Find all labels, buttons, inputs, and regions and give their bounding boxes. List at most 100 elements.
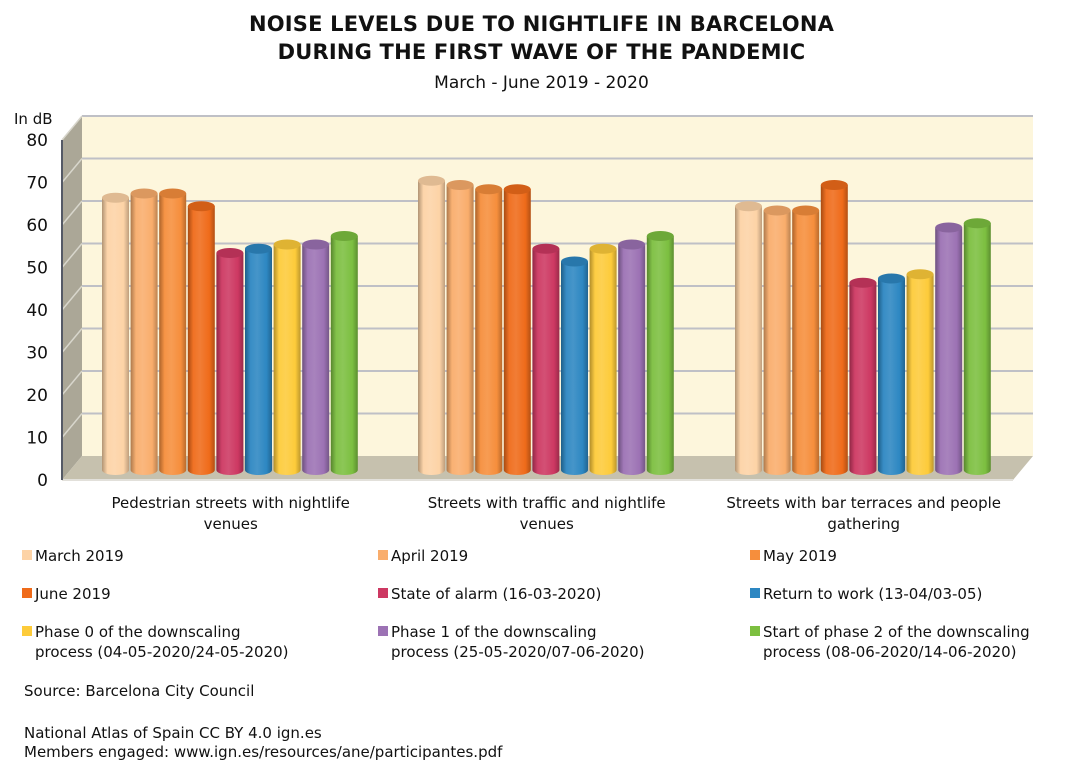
bar-body — [446, 185, 474, 475]
bar — [849, 277, 877, 475]
legend-label: June 2019 — [35, 585, 111, 603]
bar-body — [618, 244, 646, 475]
chart-title-line-2: DURING THE FIRST WAVE OF THE PANDEMIC — [277, 40, 806, 64]
bar-top — [532, 243, 560, 254]
bar-top — [963, 218, 991, 229]
y-tick-label: 40 — [26, 301, 48, 321]
bar-body — [935, 227, 963, 475]
x-category-label: Streets with traffic and nightlife — [428, 494, 666, 512]
legend-swatch — [750, 550, 760, 560]
bar-body — [820, 185, 848, 475]
bar-body — [475, 189, 503, 475]
bar-top — [418, 175, 445, 186]
bar — [302, 239, 330, 475]
x-category-label: Pedestrian streets with nightlife — [111, 494, 349, 512]
bar-body — [503, 189, 531, 475]
bar-top — [187, 201, 215, 212]
bar-body — [763, 210, 791, 475]
y-tick-label: 0 — [37, 471, 48, 491]
bar — [159, 188, 187, 475]
bar-top — [589, 243, 617, 254]
bar — [735, 201, 762, 475]
legend-item: April 2019 — [378, 546, 468, 566]
legend-swatch — [378, 626, 388, 636]
legend-label: May 2019 — [763, 547, 837, 565]
legend-label: State of alarm (16-03-2020) — [391, 585, 602, 603]
bar-top — [302, 239, 330, 250]
legend-item: March 2019 — [22, 546, 124, 566]
bar-top — [792, 205, 820, 216]
bar — [532, 243, 560, 475]
bar-body — [532, 248, 560, 475]
bar-body — [245, 248, 272, 475]
bar-body — [735, 206, 762, 475]
bar-body — [187, 206, 215, 475]
bar-top — [763, 205, 791, 216]
gridline-side — [61, 243, 83, 268]
legend-item: May 2019 — [750, 546, 837, 566]
legend-label: April 2019 — [391, 547, 469, 565]
y-tick-label: 20 — [26, 386, 48, 406]
bar-body — [330, 236, 358, 475]
bar — [216, 248, 244, 475]
gridline-side — [61, 200, 83, 226]
bar — [820, 180, 848, 475]
legend-label: Phase 0 of the downscaling — [35, 623, 241, 641]
x-category-label: venues — [204, 515, 258, 533]
legend-label: Start of phase 2 of the downscaling — [763, 623, 1030, 641]
bar-top — [503, 184, 531, 195]
legend-swatch — [750, 626, 760, 636]
bar — [273, 239, 301, 475]
bar — [130, 188, 158, 475]
bar — [618, 239, 646, 475]
bar-top — [159, 188, 187, 199]
bar — [646, 231, 674, 475]
bar-body — [561, 261, 588, 475]
bar — [963, 218, 991, 475]
bar — [187, 201, 215, 475]
legend-label: Return to work (13-04/03-05) — [763, 585, 983, 603]
legend-swatch — [378, 550, 388, 560]
bar-top — [130, 188, 158, 199]
legend-swatch — [750, 588, 760, 598]
legend-item: June 2019 — [22, 584, 111, 604]
bar — [792, 205, 820, 475]
bar-chart: 0 10 20 30 40 50 60 70 80 In dB Pedestrian streets… — [14, 110, 1033, 533]
y-tick-label: 70 — [26, 174, 48, 194]
bar-body — [159, 193, 187, 475]
bar-top — [878, 273, 905, 284]
chart-title-line-1: NOISE LEVELS DUE TO NIGHTLIFE IN BARCELO… — [248, 12, 835, 36]
bar — [446, 180, 474, 475]
legend-swatch — [22, 626, 32, 636]
gridline-side — [61, 115, 83, 141]
legend-label: March 2019 — [35, 547, 124, 565]
bar-top — [561, 256, 588, 267]
bar-top — [646, 231, 674, 241]
y-axis-label: In dB — [14, 110, 53, 128]
y-tick-label: 80 — [26, 131, 48, 151]
bar — [330, 231, 358, 475]
bar-top — [475, 184, 503, 195]
bar-body — [302, 244, 330, 475]
bar-top — [330, 231, 358, 241]
gridline-side — [61, 370, 83, 396]
bar-body — [878, 278, 905, 475]
bar — [503, 184, 531, 475]
bar-body — [102, 197, 129, 475]
bar — [763, 205, 791, 475]
x-category-label: gathering — [827, 515, 900, 533]
legend-label-line-2: process (25-05-2020/07-06-2020) — [391, 643, 645, 661]
bar-body — [589, 248, 617, 475]
legend-label-line-2: process (04-05-2020/24-05-2020) — [35, 643, 289, 661]
y-tick-label: 30 — [26, 344, 48, 364]
bar-top — [735, 201, 762, 212]
bar-top — [446, 180, 474, 190]
bar-body — [963, 223, 991, 475]
gridline-side — [61, 158, 83, 183]
bar-body — [418, 180, 445, 475]
bar-body — [906, 274, 934, 475]
y-tick-label: 60 — [26, 216, 48, 236]
legend-swatch — [22, 588, 32, 598]
bar-top — [245, 243, 272, 254]
bar — [475, 184, 503, 475]
